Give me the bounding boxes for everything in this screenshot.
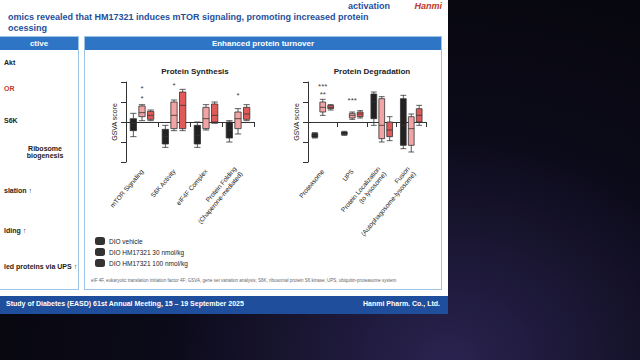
svg-text:Protein Synthesis: Protein Synthesis	[161, 67, 229, 76]
svg-text:*: *	[172, 81, 175, 90]
svg-text:Proteasome: Proteasome	[298, 167, 326, 199]
svg-text:eIF4F Complex: eIF4F Complex	[175, 167, 210, 207]
svg-text:DIO HM17321 100 nmol/kg: DIO HM17321 100 nmol/kg	[109, 260, 188, 268]
html-text:led proteins via UPS ↑: led proteins via UPS ↑	[4, 263, 78, 270]
svg-text:Protein Degradation: Protein Degradation	[334, 67, 411, 76]
svg-text:(to lysosome): (to lysosome)	[357, 170, 388, 205]
html-text:ocessing: ocessing	[8, 23, 47, 33]
html-text:S6K: S6K	[4, 117, 18, 124]
svg-text:UPS: UPS	[341, 167, 355, 182]
html-text:Enhanced protein turnover: Enhanced protein turnover	[211, 39, 315, 48]
svg-text:GSVA score: GSVA score	[293, 103, 300, 141]
html-text:Hanmi: Hanmi	[414, 1, 442, 11]
svg-text:(Chaperone-mediated): (Chaperone-mediated)	[196, 170, 244, 225]
html-text:slation ↑: slation ↑	[4, 187, 32, 194]
html-text:Hanmi Pharm. Co., Ltd.: Hanmi Pharm. Co., Ltd.	[363, 300, 440, 307]
svg-text:mTOR Signaling: mTOR Signaling	[109, 167, 146, 209]
html-text:Study of Diabetes (EASD) 61st: Study of Diabetes (EASD) 61st Annual Mee…	[6, 300, 244, 307]
html-text:eIF 4F, eukaryotic translation: eIF 4F, eukaryotic translation initiatio…	[91, 278, 397, 283]
svg-text:S6K Activity: S6K Activity	[149, 167, 178, 199]
svg-text:Protein Localization: Protein Localization	[339, 165, 382, 214]
html-text:lding ↑: lding ↑	[4, 227, 27, 234]
svg-text:*: *	[140, 84, 143, 93]
svg-text:***: ***	[348, 96, 357, 105]
svg-text:DIO HM17321 30 nmol/kg: DIO HM17321 30 nmol/kg	[109, 249, 185, 257]
html-text:ctive: ctive	[29, 39, 49, 48]
svg-text:**: **	[320, 90, 326, 99]
svg-text:*: *	[236, 91, 239, 100]
svg-text:Fusion: Fusion	[393, 165, 411, 185]
svg-text:Protein Folding: Protein Folding	[204, 165, 238, 204]
svg-text:*: *	[140, 94, 143, 103]
html-text:Akt: Akt	[4, 59, 16, 66]
html-text:Ribosome biogenesis: Ribosome biogenesis	[26, 145, 64, 159]
html-text:OR: OR	[4, 85, 15, 92]
html-text:omics revealed that HM17321 in: omics revealed that HM17321 induces mTOR…	[8, 12, 369, 22]
svg-text:(Autophagosome-lysosome): (Autophagosome-lysosome)	[359, 170, 417, 237]
html-text:activation: activation	[348, 1, 390, 11]
svg-text:***: ***	[318, 82, 327, 91]
svg-text:DIO vehicle: DIO vehicle	[109, 238, 143, 245]
svg-text:GSVA score: GSVA score	[111, 103, 118, 141]
